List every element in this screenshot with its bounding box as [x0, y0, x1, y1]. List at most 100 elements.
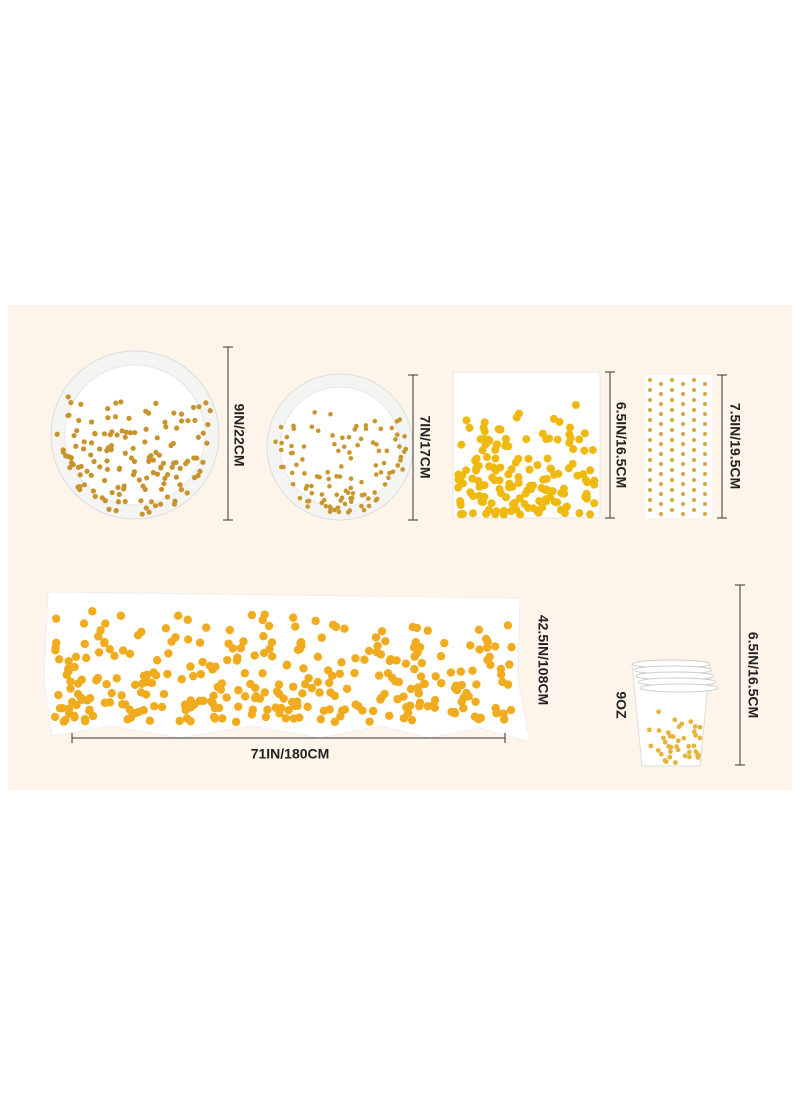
gold-dot — [178, 487, 185, 493]
gold-dot — [373, 641, 382, 651]
gold-dot — [670, 468, 674, 472]
gold-dot — [142, 670, 152, 679]
gold-dot — [328, 671, 337, 680]
gold-dot — [93, 673, 103, 683]
gold-dot — [105, 415, 111, 421]
gold-dot — [131, 469, 138, 475]
gold-dot — [150, 457, 157, 463]
gold-dot — [119, 428, 125, 434]
gold-dot — [349, 495, 355, 501]
gold-dot — [681, 422, 685, 426]
gold-dot — [298, 689, 307, 698]
gold-dot — [105, 406, 111, 412]
gold-dot — [88, 452, 94, 458]
gold-dot — [703, 502, 707, 506]
gold-dot — [692, 408, 696, 412]
gold-dot — [278, 424, 284, 430]
gold-dot — [381, 636, 390, 646]
gold-dot — [113, 508, 119, 514]
gold-dot — [125, 705, 134, 714]
gold-dot — [315, 428, 321, 434]
gold-dot — [670, 428, 674, 432]
gold-dot — [189, 671, 198, 681]
gold-dot — [78, 401, 84, 407]
gold-dot — [122, 434, 128, 440]
gold-dot — [681, 442, 685, 446]
gold-dot — [475, 645, 484, 654]
gold-dot — [459, 703, 468, 713]
gold-dot — [92, 493, 98, 500]
gold-dot — [372, 490, 377, 495]
gold-dot — [80, 446, 87, 452]
gold-dot — [459, 693, 468, 703]
gold-dot — [201, 623, 211, 632]
gold-dot — [178, 418, 185, 424]
gold-dot — [107, 688, 116, 698]
gold-dot — [686, 743, 692, 749]
gold-dot — [340, 435, 345, 441]
gold-dot — [352, 427, 358, 432]
gold-dot — [309, 483, 314, 489]
gold-dot — [568, 459, 577, 468]
gold-dot — [476, 435, 485, 444]
gold-dot — [345, 490, 351, 496]
gold-dot — [681, 462, 685, 466]
gold-dot — [122, 498, 128, 505]
gold-dot — [144, 475, 150, 481]
gold-dot — [697, 724, 703, 730]
gold-dot — [410, 664, 419, 674]
gold-dot — [68, 455, 74, 461]
gold-dot — [251, 683, 260, 693]
gold-dot — [376, 650, 386, 659]
gold-dot — [313, 652, 323, 662]
gold-dot — [688, 719, 694, 725]
gold-dot — [66, 684, 75, 693]
gold-dot — [299, 664, 308, 673]
gold-dot — [402, 434, 407, 439]
gold-dot — [274, 680, 284, 689]
gold-dot — [686, 754, 692, 760]
dimension-label: 7IN/17CM — [417, 415, 433, 478]
gold-dot — [218, 714, 227, 723]
gold-dot — [408, 622, 417, 632]
gold-dot — [515, 409, 524, 418]
gold-dot — [659, 422, 663, 426]
gold-dot — [586, 466, 595, 475]
gold-dot — [648, 448, 652, 452]
gold-dot — [67, 464, 73, 471]
gold-dot — [554, 469, 563, 478]
gold-dot — [216, 685, 225, 694]
gold-dot — [401, 659, 411, 668]
gold-dot — [303, 486, 309, 491]
gold-dot — [173, 611, 183, 620]
gold-dot — [667, 754, 673, 760]
gold-dot — [468, 474, 477, 483]
gold-dot — [681, 412, 685, 416]
gold-dot — [648, 418, 652, 422]
gold-dot — [351, 654, 360, 663]
gold-dot — [97, 464, 103, 470]
gold-dot — [88, 472, 94, 478]
small-plate-center — [279, 386, 401, 508]
gold-dot — [406, 684, 416, 694]
gold-dot — [363, 423, 369, 428]
gold-dot — [303, 702, 312, 711]
gold-dot — [143, 505, 149, 511]
gold-dot — [70, 461, 76, 468]
gold-dot — [496, 425, 505, 434]
gold-dot — [183, 460, 189, 467]
gold-dot — [74, 428, 80, 434]
gold-dot — [125, 649, 135, 658]
gold-dot — [185, 418, 191, 424]
gold-dot — [116, 611, 126, 620]
gold-dot — [267, 638, 277, 647]
gold-dot — [534, 508, 543, 517]
gold-dot — [675, 738, 681, 744]
gold-dot — [106, 506, 112, 512]
gold-dot — [348, 499, 354, 505]
gold-dot — [454, 470, 463, 479]
gold-dot — [394, 432, 400, 437]
gold-dot — [543, 454, 552, 463]
gold-dot — [158, 501, 164, 507]
gold-dot — [97, 446, 103, 452]
